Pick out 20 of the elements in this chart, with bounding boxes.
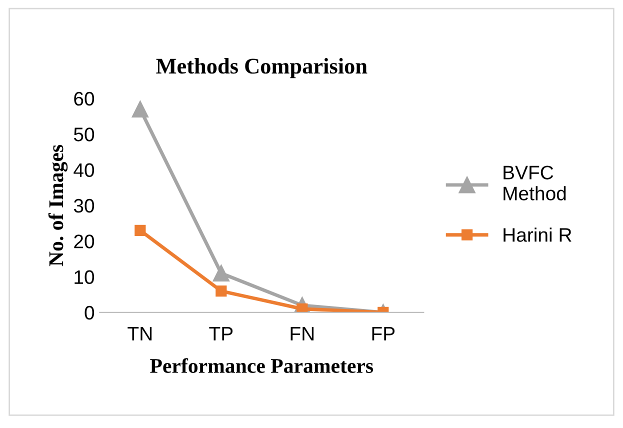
y-tick-label: 0: [84, 306, 94, 320]
y-axis-title: No. of Images: [48, 144, 68, 266]
x-axis-title: Performance Parameters: [150, 358, 374, 374]
y-tick-label: 60: [74, 92, 94, 106]
y-tick-label: 50: [74, 128, 94, 142]
x-tick-label: TN: [128, 327, 152, 340]
y-tick-label: 40: [74, 163, 94, 178]
point: [134, 224, 146, 236]
y-tick-label: 30: [74, 198, 94, 213]
legend-label: BVFC Method: [504, 166, 566, 200]
x-tick-label: FP: [372, 327, 395, 340]
y-tick-label: 20: [74, 234, 94, 248]
point: [132, 100, 149, 118]
x-tick-label: FN: [290, 327, 314, 340]
point: [212, 264, 230, 282]
chart-title: Methods Comparision: [156, 58, 368, 78]
legend-label: Harini R: [504, 228, 572, 242]
x-tick-label: TP: [209, 327, 233, 340]
y-tick-label: 10: [74, 270, 94, 284]
point: [216, 285, 227, 297]
